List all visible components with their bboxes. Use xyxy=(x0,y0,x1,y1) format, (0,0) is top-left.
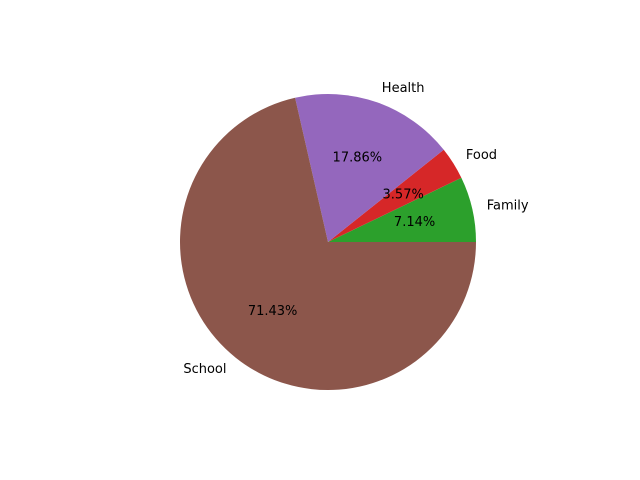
pct-label-food: 3.57% xyxy=(383,187,424,202)
slice-label-food: Food xyxy=(466,148,497,163)
pct-label-health: 17.86% xyxy=(333,151,383,166)
pie-slice-school xyxy=(180,97,476,391)
pie-labels: Family 7.14% Food 3.57% Health 17.86% School 71… xyxy=(183,81,529,377)
pct-label-school: 71.43% xyxy=(248,304,298,319)
pie-slice-health xyxy=(295,94,444,242)
pct-label-family: 7.14% xyxy=(394,215,435,230)
pie-slice-family xyxy=(328,177,476,242)
slice-label-health: Health xyxy=(382,81,425,96)
slice-label-school: School xyxy=(183,362,226,377)
pie-slices xyxy=(180,94,476,391)
slice-label-family: Family xyxy=(487,198,529,213)
pie-slice-food xyxy=(328,149,462,242)
